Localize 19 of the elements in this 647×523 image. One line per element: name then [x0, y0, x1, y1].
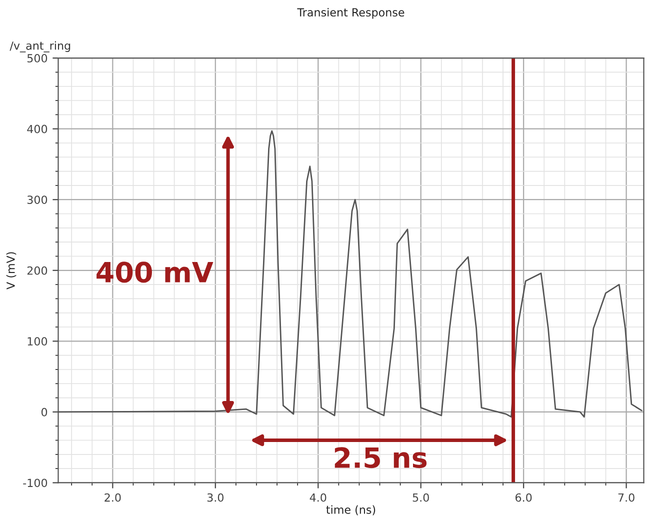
y-tick-label: 400 [27, 124, 48, 134]
chart-title: Transient Response [297, 8, 404, 19]
x-tick-label: 2.0 [104, 493, 121, 502]
x-tick-label: 7.0 [618, 493, 634, 502]
y-tick-label: 200 [27, 266, 48, 275]
annotation: 400 mV [96, 262, 214, 283]
x-axis-title: time (ns) [326, 505, 376, 516]
y-tick-label: 300 [27, 196, 48, 204]
x-tick-label: 6.0 [516, 493, 532, 502]
annotation: 2.5 ns [334, 447, 427, 468]
text: /v_ant_ring [10, 41, 70, 52]
y-tick-label: 0 [41, 408, 48, 416]
y-tick-label: -100 [23, 478, 48, 488]
y-tick-label: 100 [28, 337, 48, 346]
x-tick-label: 4.0 [310, 493, 326, 502]
x-tick-label: 3.0 [207, 493, 224, 502]
y-axis-title: V (mV) [6, 252, 16, 290]
x-tick-label: 5.0 [412, 493, 429, 502]
y-tick-label: 500 [27, 54, 48, 62]
